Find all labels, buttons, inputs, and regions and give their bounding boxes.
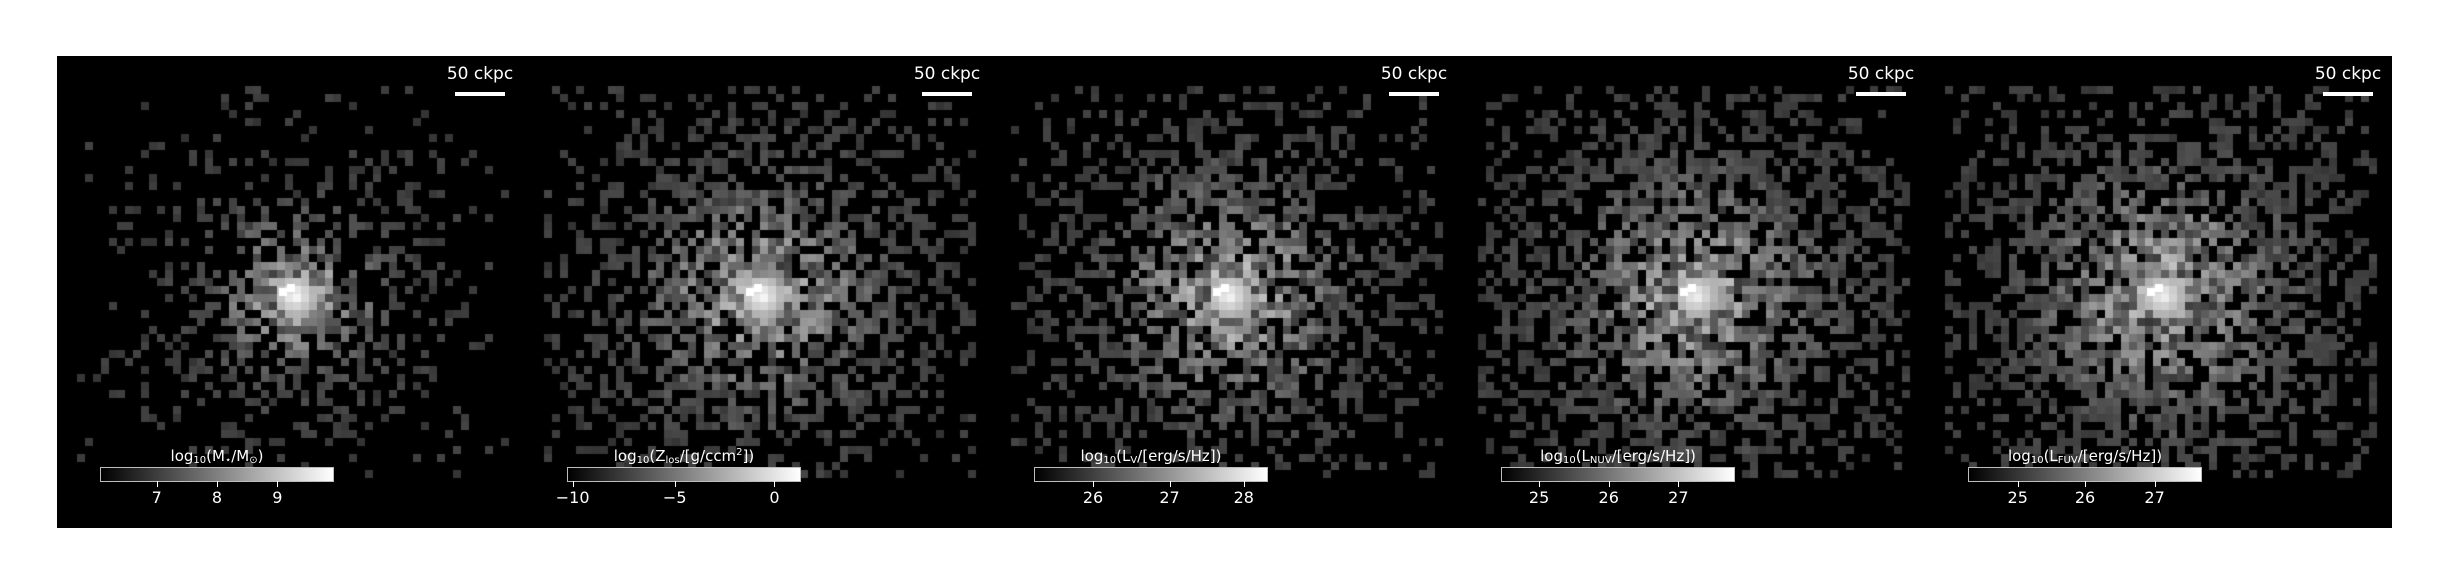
colorbar-tick <box>1608 481 1610 487</box>
colorbar-label: log10(LNUV/[erg/s/Hz]) <box>1540 447 1696 466</box>
colorbar-label: log10(LV/[erg/s/Hz]) <box>1080 447 1221 466</box>
colorbar-label-label-sub: 10 <box>636 455 650 466</box>
galaxy-pixel-map <box>57 56 524 528</box>
colorbar-label-label-sub: 10 <box>1562 455 1576 466</box>
scalebar-line <box>455 92 505 96</box>
colorbar-label: log10(Zlos/[g/ccm2]) <box>614 447 755 466</box>
colorbar-label-label-main-sub: los <box>665 455 680 466</box>
colorbar-tick <box>217 481 218 487</box>
colorbar-label-label-main: (L <box>2043 447 2058 465</box>
colorbar-label-label-mid: /[erg/s/Hz]) <box>1137 447 1222 465</box>
scalebar-label: 50 ckpc <box>1380 64 1448 84</box>
colorbar-label-label-mid: /[g/ccm <box>679 447 737 465</box>
colorbar-tick <box>277 481 279 487</box>
colorbar-tick-label: 27 <box>1668 488 1689 507</box>
galaxy-map-strip: 50 ckpc log10(M⋆/M⊙) 7 8 9 50 ckpc log10(Zlos/… <box>57 56 2393 528</box>
colorbar-tick <box>156 481 158 487</box>
colorbar-tick <box>1093 481 1094 487</box>
colorbar-label-label-main-sub: ⋆ <box>224 455 232 466</box>
galaxy-pixel-map <box>991 56 1458 528</box>
scalebar-label: 50 ckpc <box>446 64 514 84</box>
colorbar-tick <box>774 481 776 487</box>
colorbar-label: log10(M⋆/M⊙) <box>171 447 264 466</box>
colorbar-tick <box>2017 481 2019 487</box>
scalebar-label: 50 ckpc <box>913 64 981 84</box>
galaxy-map-panel-1: 50 ckpc log10(M⋆/M⊙) 7 8 9 <box>57 56 524 528</box>
colorbar-tick <box>572 481 574 487</box>
galaxy-map-panel-2: 50 ckpc log10(Zlos/[g/ccm2]) −10 −5 0 <box>524 56 991 528</box>
colorbar <box>1501 467 1735 482</box>
colorbar-label-label-main-sub: V <box>1130 455 1138 466</box>
colorbar-label-label-sub: 10 <box>193 455 207 466</box>
colorbar-label: log10(LFUV/[erg/s/Hz]) <box>2008 447 2162 466</box>
scalebar-label: 50 ckpc <box>1847 64 1915 84</box>
galaxy-map-panel-5: 50 ckpc log10(LFUV/[erg/s/Hz]) 25 26 27 <box>1925 56 2392 528</box>
colorbar-tick <box>1169 481 1171 487</box>
colorbar-label-label-end: ) <box>257 447 264 465</box>
colorbar <box>100 467 334 482</box>
colorbar-tick-label: 25 <box>2007 488 2028 507</box>
colorbar-label-label-sub: 10 <box>1103 455 1117 466</box>
colorbar-label-label-prefix: log <box>2007 447 2031 465</box>
colorbar-tick <box>2154 481 2156 487</box>
colorbar-label-label-main: (L <box>1116 447 1131 465</box>
galaxy-pixel-map <box>1458 56 1925 528</box>
colorbar-label-label-prefix: log <box>613 447 637 465</box>
colorbar-tick-label: 0 <box>769 488 780 507</box>
scalebar-label: 50 ckpc <box>2314 64 2382 84</box>
colorbar-label-label-end: ]) <box>742 447 755 465</box>
galaxy-pixel-map <box>524 56 991 528</box>
colorbar-tick-label: 27 <box>1159 488 1180 507</box>
colorbar-tick-label: 26 <box>2074 488 2096 507</box>
galaxy-map-panel-4: 50 ckpc log10(LNUV/[erg/s/Hz]) 25 26 27 <box>1458 56 1925 528</box>
colorbar-tick-label: 25 <box>1528 488 1550 507</box>
colorbar-tick-label: 9 <box>272 488 283 507</box>
colorbar-tick-label: 7 <box>151 488 162 507</box>
scalebar-line <box>1856 92 1906 96</box>
colorbar-label-label-sub: 10 <box>2030 455 2044 466</box>
colorbar-tick-label: 26 <box>1082 488 1104 507</box>
scalebar-line <box>2323 92 2373 96</box>
colorbar-tick <box>1678 481 1680 487</box>
colorbar-tick-label: −10 <box>555 488 590 507</box>
colorbar-label-label-mid: /M <box>231 447 250 465</box>
colorbar <box>567 467 801 482</box>
galaxy-pixel-map <box>1925 56 2392 528</box>
colorbar-label-label-prefix: log <box>1540 447 1563 465</box>
colorbar-label-label-prefix: log <box>1080 447 1104 465</box>
colorbar-label-label-main: (Z <box>649 447 666 465</box>
galaxy-map-panel-3: 50 ckpc log10(LV/[erg/s/Hz]) 26 27 28 <box>991 56 1458 528</box>
colorbar-label-label-main: (M <box>206 447 225 465</box>
colorbar-tick <box>1539 481 1541 487</box>
colorbar-label-label-mid-sub: ⊙ <box>249 455 258 466</box>
colorbar-tick-label: 26 <box>1598 488 1619 507</box>
colorbar <box>1968 467 2202 482</box>
colorbar-label-label-mid: /[erg/s/Hz]) <box>1611 447 1696 465</box>
colorbar-label-label-mid-sup: 2 <box>736 447 743 458</box>
colorbar-label-label-prefix: log <box>170 447 194 465</box>
colorbar-tick <box>1243 481 1245 487</box>
colorbar-label-label-main-sub: NUV <box>1589 455 1612 466</box>
scalebar-line <box>1389 92 1439 96</box>
colorbar <box>1034 467 1268 482</box>
colorbar-tick-label: 8 <box>211 488 223 507</box>
scalebar-line <box>922 92 972 96</box>
colorbar-label-label-mid: /[erg/s/Hz]) <box>2077 447 2163 465</box>
colorbar-tick <box>674 481 676 487</box>
colorbar-label-label-main-sub: FUV <box>2057 455 2078 466</box>
colorbar-tick-label: 28 <box>1233 488 1254 507</box>
colorbar-tick-label: −5 <box>662 488 687 507</box>
colorbar-tick <box>2085 481 2086 487</box>
colorbar-label-label-main: (L <box>1575 447 1590 465</box>
colorbar-tick-label: 27 <box>2144 488 2165 507</box>
